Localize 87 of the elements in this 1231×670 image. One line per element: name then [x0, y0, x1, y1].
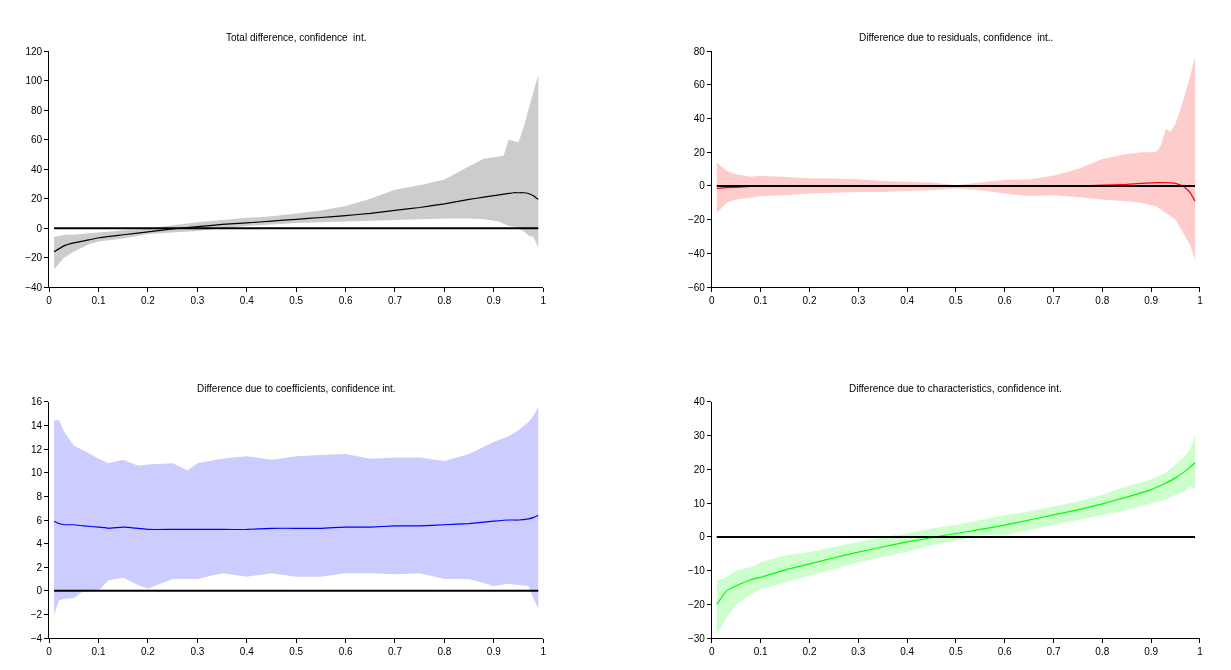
x-tick-label: 0.4: [900, 295, 915, 307]
y-tick-label: 40: [693, 113, 706, 125]
y-tick-label: 14: [31, 420, 43, 432]
x-tick-label: 0.4: [239, 646, 255, 658]
x-tick-label: 0.2: [802, 295, 817, 307]
y-tick-label: 0: [36, 585, 43, 597]
y-tick-label: −40: [25, 281, 43, 293]
x-tick-label: 0: [709, 646, 716, 658]
y-tick-label: 40: [31, 163, 43, 175]
y-tick-label: 6: [36, 514, 43, 526]
y-tick-label: 4: [36, 538, 43, 550]
x-tick-label: 1: [540, 295, 547, 307]
line-series: [716, 462, 1196, 605]
y-tick-label: 0: [699, 531, 706, 543]
line-series: [53, 514, 539, 531]
y-tick-label: 20: [31, 193, 43, 205]
x-tick-label: 0.8: [437, 646, 452, 658]
x-tick-label: 0.4: [239, 295, 255, 307]
y-tick-label: 30: [693, 430, 706, 442]
y-tick-label: 40: [693, 396, 706, 408]
x-tick-label: 0.2: [141, 646, 156, 658]
x-tick-label: 0.9: [486, 646, 502, 658]
y-tick-label: 2: [36, 561, 43, 573]
x-tick-label: 0.3: [190, 646, 205, 658]
x-tick-label: 0.9: [1144, 295, 1159, 307]
y-tick-label: 10: [693, 497, 706, 509]
x-tick-label: 0.6: [997, 295, 1013, 307]
y-tick-label: 60: [693, 79, 706, 91]
x-tick-label: 0.5: [948, 646, 964, 658]
y-tick-label: −2: [30, 608, 43, 620]
x-tick-label: 0.3: [190, 295, 205, 307]
y-tick-label: 8: [36, 490, 43, 502]
x-tick-label: 0.9: [486, 295, 502, 307]
x-tick-label: 0.4: [900, 646, 915, 658]
x-tick-label: 0.8: [437, 295, 452, 307]
x-tick-label: 0.5: [289, 295, 304, 307]
x-tick-label: 0.5: [289, 646, 304, 658]
y-tick-label: 20: [693, 463, 706, 475]
x-tick-label: 0.6: [338, 646, 353, 658]
x-tick-label: 0.3: [851, 295, 866, 307]
y-tick-label: 20: [693, 146, 706, 158]
x-tick-label: 0.7: [1046, 295, 1061, 307]
x-tick-label: 0: [46, 295, 53, 307]
y-tick-label: −20: [687, 598, 706, 610]
y-tick-label: −20: [687, 214, 706, 226]
x-tick-label: 1: [1197, 295, 1204, 307]
y-tick-label: −4: [30, 632, 43, 644]
chart-title: Difference due to characteristics, confidence int.: [849, 383, 1062, 394]
y-tick-label: 12: [31, 443, 43, 455]
y-tick-label: 10: [31, 467, 43, 479]
x-tick-label: 0.6: [338, 295, 353, 307]
x-tick-label: 0: [46, 646, 53, 658]
y-tick-label: −40: [687, 247, 706, 259]
x-tick-label: 0.1: [753, 295, 769, 307]
y-tick-label: 60: [31, 134, 43, 146]
chart-title: Difference due to residuals, confidence int..: [859, 32, 1054, 43]
x-tick-label: 1: [540, 646, 547, 658]
x-tick-label: 0.5: [948, 295, 964, 307]
y-tick-label: 80: [693, 45, 706, 57]
y-tick-label: 16: [31, 396, 43, 408]
x-tick-label: 0.7: [1046, 646, 1061, 658]
line-series: [53, 192, 539, 253]
y-tick-label: 100: [25, 75, 43, 87]
x-tick-label: 0.8: [1095, 295, 1110, 307]
y-tick-label: −60: [687, 281, 706, 293]
y-tick-label: 0: [36, 222, 43, 234]
y-tick-label: 120: [25, 45, 43, 57]
x-tick-label: 1: [1197, 646, 1204, 658]
x-tick-label: 0.1: [753, 646, 769, 658]
x-tick-label: 0.6: [997, 646, 1013, 658]
chart-title: Total difference, confidence int.: [226, 32, 367, 43]
x-tick-label: 0.9: [1144, 646, 1159, 658]
x-tick-label: 0.2: [802, 646, 817, 658]
x-tick-label: 0.7: [388, 295, 403, 307]
y-tick-label: 0: [699, 180, 706, 192]
x-tick-label: 0.3: [851, 646, 866, 658]
x-tick-label: 0.1: [91, 295, 106, 307]
y-tick-label: −10: [687, 565, 706, 577]
x-tick-label: 0: [709, 295, 716, 307]
y-tick-label: −20: [25, 252, 43, 264]
x-tick-label: 0.8: [1095, 646, 1110, 658]
x-tick-label: 0.7: [388, 646, 403, 658]
y-tick-label: −30: [687, 632, 706, 644]
x-tick-label: 0.2: [141, 295, 156, 307]
y-tick-label: 80: [31, 104, 43, 116]
x-tick-label: 0.1: [91, 646, 106, 658]
chart-title: Difference due to coefficients, confidence int.: [197, 383, 396, 394]
